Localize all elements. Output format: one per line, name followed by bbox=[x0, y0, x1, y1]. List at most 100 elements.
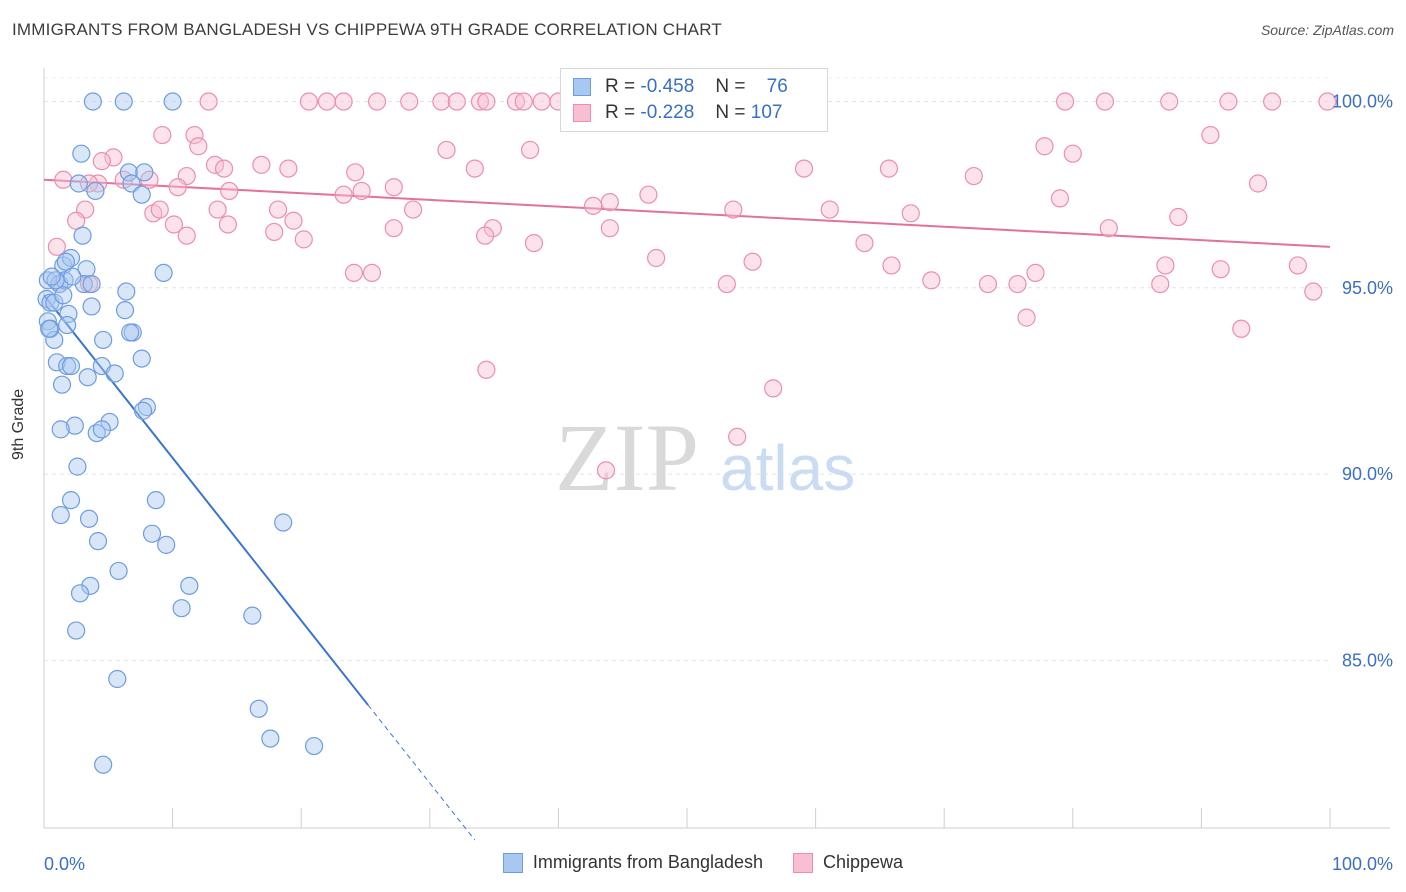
data-point-bangladesh bbox=[68, 457, 87, 476]
data-point-chippewa bbox=[728, 427, 747, 446]
data-point-bangladesh bbox=[108, 669, 127, 689]
data-point-chippewa bbox=[185, 125, 204, 145]
data-point-bangladesh bbox=[67, 621, 86, 640]
data-point-chippewa bbox=[208, 200, 227, 219]
stats-n-value: 76 bbox=[766, 76, 788, 97]
data-point-chippewa bbox=[218, 215, 237, 234]
legend-label-bangladesh: Immigrants from Bangladesh bbox=[532, 852, 764, 872]
data-point-chippewa bbox=[164, 215, 183, 234]
data-point-chippewa bbox=[1151, 274, 1170, 294]
data-point-chippewa bbox=[400, 92, 419, 111]
data-point-chippewa bbox=[346, 163, 365, 182]
data-point-bangladesh bbox=[135, 163, 154, 182]
data-point-chippewa bbox=[344, 263, 364, 283]
data-point-bangladesh bbox=[82, 274, 101, 294]
data-point-chippewa bbox=[483, 219, 502, 238]
data-point-bangladesh bbox=[73, 226, 92, 245]
data-point-bangladesh bbox=[133, 401, 153, 420]
data-point-bangladesh bbox=[172, 599, 191, 618]
data-point-bangladesh bbox=[132, 185, 151, 204]
data-point-chippewa bbox=[1248, 174, 1268, 193]
trend-line-chippewa bbox=[43, 178, 1331, 248]
data-point-chippewa bbox=[268, 200, 288, 219]
data-point-chippewa bbox=[334, 185, 353, 204]
data-point-chippewa bbox=[477, 360, 496, 379]
data-point-chippewa bbox=[764, 379, 783, 398]
data-point-bangladesh bbox=[58, 315, 77, 335]
legend-item-chippewa[interactable]: Chippewa bbox=[793, 852, 903, 873]
trend-lines bbox=[43, 178, 1331, 841]
y-tick-label: 85.0% bbox=[1342, 650, 1393, 670]
data-point-chippewa bbox=[882, 256, 901, 275]
data-point-bangladesh bbox=[117, 282, 136, 301]
data-point-chippewa bbox=[220, 181, 239, 201]
stats-swatch-chippewa bbox=[573, 104, 591, 122]
data-point-chippewa bbox=[1017, 308, 1036, 327]
data-point-bangladesh bbox=[51, 505, 70, 525]
data-point-chippewa bbox=[1263, 92, 1282, 111]
data-point-chippewa bbox=[1095, 92, 1115, 111]
stats-n-label: N = bbox=[715, 76, 746, 97]
data-point-chippewa bbox=[1160, 92, 1179, 111]
stats-r-label: R = bbox=[605, 76, 636, 97]
data-point-bangladesh bbox=[51, 420, 70, 439]
chart-title: IMMIGRANTS FROM BANGLADESH VS CHIPPEWA 9… bbox=[12, 20, 722, 39]
data-point-bangladesh bbox=[72, 144, 91, 163]
data-point-chippewa bbox=[168, 178, 187, 197]
data-point-bangladesh bbox=[69, 174, 88, 193]
data-point-bangladesh bbox=[132, 349, 151, 368]
trend-line-bangladesh bbox=[43, 294, 369, 706]
data-point-bangladesh bbox=[81, 576, 100, 595]
watermark-zip: ZIP bbox=[555, 404, 699, 511]
data-point-bangladesh bbox=[92, 420, 111, 439]
data-point-bangladesh bbox=[100, 412, 119, 432]
data-point-chippewa bbox=[879, 159, 899, 178]
tick-labels: 100.0% 95.0% 90.0% 85.0% 0.0% 100.0% bbox=[44, 92, 1393, 874]
data-point-bangladesh bbox=[78, 368, 97, 387]
data-point-bangladesh bbox=[70, 584, 90, 603]
data-point-chippewa bbox=[279, 159, 298, 178]
data-point-chippewa bbox=[92, 152, 111, 171]
data-point-chippewa bbox=[596, 461, 616, 480]
data-point-chippewa bbox=[584, 196, 603, 215]
data-point-chippewa bbox=[1232, 319, 1251, 338]
data-point-chippewa bbox=[384, 178, 403, 197]
data-point-chippewa bbox=[199, 92, 218, 111]
data-point-chippewa bbox=[470, 92, 490, 111]
data-point-bangladesh bbox=[180, 576, 199, 595]
stats-swatch-bangladesh bbox=[573, 78, 591, 96]
data-point-chippewa bbox=[1055, 92, 1075, 111]
data-point-bangladesh bbox=[79, 509, 99, 528]
data-point-chippewa bbox=[54, 170, 73, 189]
data-point-chippewa bbox=[465, 159, 484, 178]
data-point-chippewa bbox=[855, 233, 874, 253]
data-point-chippewa bbox=[964, 166, 983, 186]
data-point-chippewa bbox=[352, 181, 371, 201]
data-point-chippewa bbox=[177, 226, 196, 245]
data-point-bangladesh bbox=[42, 267, 61, 286]
data-point-chippewa bbox=[922, 271, 941, 290]
data-point-bangladesh bbox=[65, 416, 84, 435]
data-point-chippewa bbox=[189, 137, 208, 156]
data-point-bangladesh bbox=[63, 267, 82, 286]
data-point-bangladesh bbox=[243, 606, 262, 625]
source-label: Source: ZipAtlas.com bbox=[1260, 22, 1394, 38]
gridlines bbox=[44, 77, 1330, 661]
legend-swatch-bangladesh bbox=[502, 852, 523, 873]
data-point-chippewa bbox=[432, 92, 451, 111]
data-point-bangladesh bbox=[157, 535, 176, 554]
data-point-chippewa bbox=[1318, 92, 1337, 111]
axes bbox=[43, 68, 1390, 829]
data-point-bangladesh bbox=[119, 163, 138, 182]
stats-r-value: -0.458 bbox=[640, 76, 695, 97]
data-point-chippewa bbox=[1288, 256, 1307, 275]
data-point-chippewa bbox=[317, 92, 337, 111]
data-point-bangladesh bbox=[163, 92, 182, 111]
data-point-bangladesh bbox=[61, 491, 81, 510]
watermark: ZIP atlas bbox=[555, 404, 855, 511]
data-point-chippewa bbox=[1099, 219, 1118, 238]
legend-item-bangladesh[interactable]: Immigrants from Bangladesh bbox=[502, 852, 764, 873]
legend: Immigrants from Bangladesh Chippewa bbox=[0, 852, 1406, 873]
data-point-chippewa bbox=[794, 159, 814, 178]
